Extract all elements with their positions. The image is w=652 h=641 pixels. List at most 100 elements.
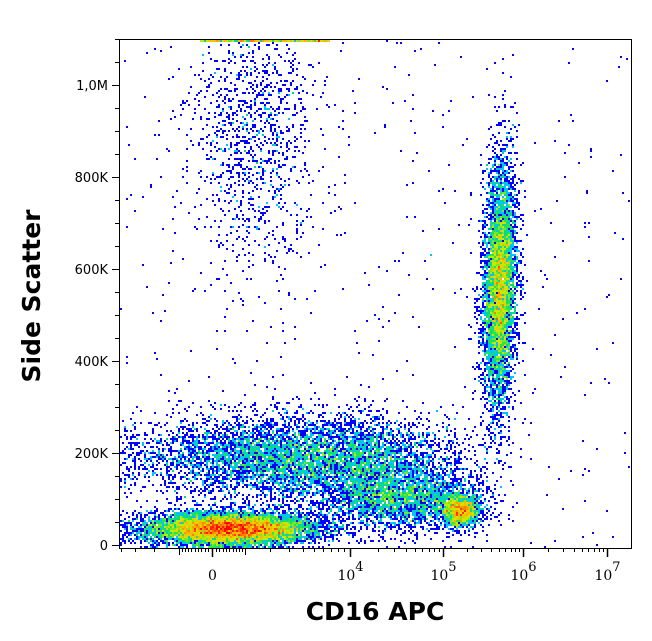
density-cell bbox=[374, 416, 376, 418]
density-cell bbox=[198, 474, 200, 476]
density-cell bbox=[280, 480, 282, 482]
density-cell bbox=[376, 482, 378, 484]
density-cell bbox=[366, 492, 368, 494]
density-cell bbox=[342, 466, 344, 468]
density-cell bbox=[266, 448, 268, 450]
density-cell bbox=[454, 428, 456, 430]
density-cell bbox=[290, 460, 292, 462]
density-cell bbox=[240, 538, 242, 540]
density-cell bbox=[234, 454, 236, 456]
density-cell bbox=[302, 456, 304, 458]
density-cell bbox=[300, 504, 302, 506]
density-cell bbox=[178, 512, 180, 514]
density-cell bbox=[290, 436, 292, 438]
density-cell bbox=[366, 496, 368, 498]
density-cell bbox=[314, 478, 316, 480]
density-cell bbox=[404, 494, 406, 496]
density-cell bbox=[266, 522, 268, 524]
density-cell bbox=[348, 494, 350, 496]
density-cell bbox=[136, 522, 138, 524]
density-cell bbox=[442, 468, 444, 470]
density-cell bbox=[354, 488, 356, 490]
density-cell bbox=[200, 446, 202, 448]
density-cell bbox=[214, 436, 216, 438]
density-cell bbox=[344, 466, 346, 468]
density-cell bbox=[174, 466, 176, 468]
density-cell bbox=[134, 456, 136, 458]
density-cell bbox=[140, 520, 142, 522]
density-cell bbox=[138, 512, 140, 514]
density-cell bbox=[364, 492, 366, 494]
density-cell bbox=[318, 512, 320, 514]
density-cell bbox=[268, 452, 270, 454]
density-cell bbox=[402, 516, 404, 518]
density-cell bbox=[260, 542, 262, 544]
density-cell bbox=[284, 460, 286, 462]
density-cell bbox=[392, 488, 394, 490]
density-cell bbox=[296, 458, 298, 460]
density-cell bbox=[406, 510, 408, 512]
density-cell bbox=[144, 528, 146, 530]
density-cell bbox=[302, 470, 304, 472]
density-cell bbox=[260, 540, 262, 542]
density-cell bbox=[264, 474, 266, 476]
density-cell bbox=[468, 474, 470, 476]
density-cell bbox=[310, 446, 312, 448]
density-cell bbox=[202, 514, 204, 516]
density-cell bbox=[322, 526, 324, 528]
density-cell bbox=[204, 536, 206, 538]
density-cell bbox=[444, 480, 446, 482]
density-cell bbox=[314, 428, 316, 430]
density-cell bbox=[316, 456, 318, 458]
density-cell bbox=[158, 434, 160, 436]
density-cell bbox=[330, 526, 332, 528]
density-cell bbox=[278, 460, 280, 462]
density-cell bbox=[270, 466, 272, 468]
density-cell bbox=[258, 474, 260, 476]
density-cell bbox=[290, 508, 292, 510]
density-cell bbox=[364, 438, 366, 440]
density-cell bbox=[284, 528, 286, 530]
density-cell bbox=[284, 462, 286, 464]
density-cell bbox=[252, 514, 254, 516]
density-cell bbox=[196, 454, 198, 456]
density-cell bbox=[348, 430, 350, 432]
density-cell bbox=[168, 466, 170, 468]
density-cell bbox=[246, 486, 248, 488]
density-cell bbox=[384, 450, 386, 452]
density-cell bbox=[330, 534, 332, 536]
density-cell bbox=[334, 436, 336, 438]
density-cell bbox=[192, 460, 194, 462]
density-cell bbox=[324, 478, 326, 480]
density-cell bbox=[210, 514, 212, 516]
density-cell bbox=[228, 430, 230, 432]
density-cell bbox=[360, 422, 362, 424]
density-cell bbox=[206, 436, 208, 438]
density-cell bbox=[274, 482, 276, 484]
density-cell bbox=[214, 524, 216, 526]
density-cell bbox=[204, 540, 206, 542]
density-cell bbox=[222, 468, 224, 470]
density-cell bbox=[312, 476, 314, 478]
density-cell bbox=[228, 546, 230, 548]
density-cell bbox=[326, 434, 328, 436]
density-cell bbox=[300, 418, 302, 420]
density-cell bbox=[236, 514, 238, 516]
density-cell bbox=[384, 444, 386, 446]
density-cell bbox=[212, 544, 214, 546]
density-cell bbox=[188, 430, 190, 432]
density-cell bbox=[278, 520, 280, 522]
density-cell bbox=[242, 466, 244, 468]
density-cell bbox=[392, 452, 394, 454]
density-cell bbox=[310, 528, 312, 530]
density-cell bbox=[140, 526, 142, 528]
density-cell bbox=[410, 474, 412, 476]
density-cell bbox=[214, 504, 216, 506]
density-cell bbox=[282, 470, 284, 472]
density-cell bbox=[412, 424, 414, 426]
density-cell bbox=[234, 524, 236, 526]
density-cell bbox=[304, 454, 306, 456]
density-cell bbox=[390, 456, 392, 458]
density-cell bbox=[238, 508, 240, 510]
density-cell bbox=[320, 442, 322, 444]
